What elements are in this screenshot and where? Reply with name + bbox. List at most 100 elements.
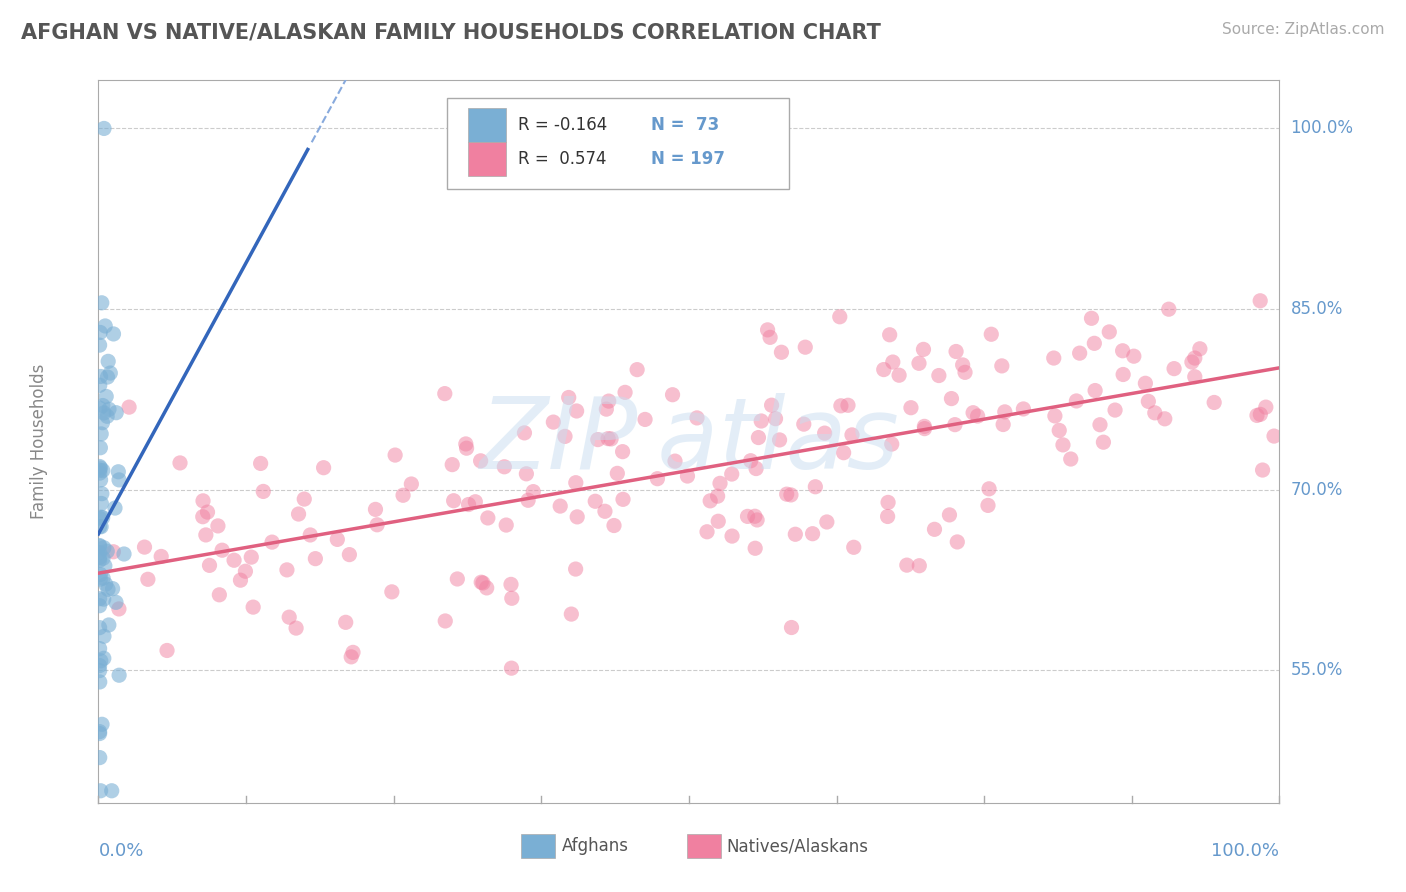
Point	[804, 480, 827, 494]
Point	[1137, 394, 1160, 409]
Point	[477, 511, 499, 525]
Point	[464, 495, 486, 509]
Point	[770, 345, 793, 359]
Point	[93, 541, 115, 555]
Point	[586, 433, 609, 447]
Point	[565, 404, 588, 418]
Point	[554, 429, 576, 443]
Point	[97, 354, 120, 368]
Point	[994, 405, 1017, 419]
Point	[564, 562, 586, 576]
Point	[457, 498, 479, 512]
Point	[91, 551, 114, 566]
Point	[977, 482, 1000, 496]
Point	[914, 422, 936, 436]
Point	[745, 461, 768, 475]
Point	[876, 509, 898, 524]
Point	[97, 618, 120, 632]
Point	[441, 458, 464, 472]
Point	[292, 491, 315, 506]
Point	[908, 558, 931, 573]
Point	[433, 386, 456, 401]
Point	[384, 448, 406, 462]
Point	[337, 548, 360, 562]
Point	[603, 518, 626, 533]
Point	[89, 621, 111, 635]
Point	[446, 572, 468, 586]
Point	[1042, 351, 1064, 365]
Point	[1092, 435, 1115, 450]
Point	[401, 477, 423, 491]
Point	[699, 493, 721, 508]
Point	[943, 417, 966, 432]
FancyBboxPatch shape	[522, 834, 555, 858]
Point	[494, 459, 516, 474]
Point	[1052, 438, 1074, 452]
Point	[841, 428, 863, 442]
Point	[89, 459, 111, 474]
Point	[1184, 369, 1206, 384]
Point	[938, 508, 960, 522]
Point	[89, 326, 111, 340]
Point	[543, 415, 565, 429]
Point	[94, 577, 117, 591]
Point	[90, 510, 112, 524]
Point	[112, 547, 135, 561]
Point	[1251, 463, 1274, 477]
Point	[952, 358, 974, 372]
Point	[197, 505, 219, 519]
Point	[101, 582, 124, 596]
Point	[720, 467, 742, 481]
Point	[97, 582, 120, 597]
Point	[721, 529, 744, 543]
Point	[686, 411, 709, 425]
Point	[287, 507, 309, 521]
Point	[107, 465, 129, 479]
Point	[90, 426, 112, 441]
Point	[235, 564, 257, 578]
FancyBboxPatch shape	[468, 143, 506, 176]
Point	[93, 121, 115, 136]
Point	[90, 519, 112, 533]
Point	[780, 488, 803, 502]
Point	[93, 629, 115, 643]
Text: N =  73: N = 73	[651, 116, 720, 134]
Point	[89, 378, 111, 392]
Text: Afghans: Afghans	[561, 838, 628, 855]
Point	[1112, 368, 1135, 382]
Point	[832, 446, 855, 460]
Point	[879, 327, 901, 342]
Point	[118, 400, 141, 414]
Text: AFGHAN VS NATIVE/ALASKAN FAMILY HOUSEHOLDS CORRELATION CHART: AFGHAN VS NATIVE/ALASKAN FAMILY HOUSEHOL…	[21, 22, 882, 42]
Point	[108, 473, 131, 487]
Point	[882, 355, 904, 369]
Text: 100.0%: 100.0%	[1291, 120, 1354, 137]
Point	[312, 460, 335, 475]
Point	[89, 466, 111, 480]
Point	[366, 517, 388, 532]
Point	[1047, 424, 1070, 438]
Point	[89, 641, 111, 656]
Point	[908, 356, 931, 370]
Point	[364, 502, 387, 516]
Point	[1263, 429, 1285, 443]
Point	[89, 441, 111, 455]
Point	[900, 401, 922, 415]
Point	[470, 454, 492, 468]
FancyBboxPatch shape	[686, 834, 721, 858]
Point	[89, 550, 111, 565]
Point	[434, 614, 457, 628]
Point	[104, 595, 127, 609]
Point	[737, 509, 759, 524]
Point	[454, 437, 477, 451]
Point	[134, 540, 156, 554]
FancyBboxPatch shape	[468, 109, 506, 142]
Point	[326, 533, 349, 547]
Text: R = -0.164: R = -0.164	[517, 116, 607, 134]
Point	[156, 643, 179, 657]
Point	[89, 658, 111, 673]
Point	[96, 389, 118, 403]
Point	[91, 416, 114, 430]
Point	[801, 526, 824, 541]
Point	[912, 419, 935, 434]
